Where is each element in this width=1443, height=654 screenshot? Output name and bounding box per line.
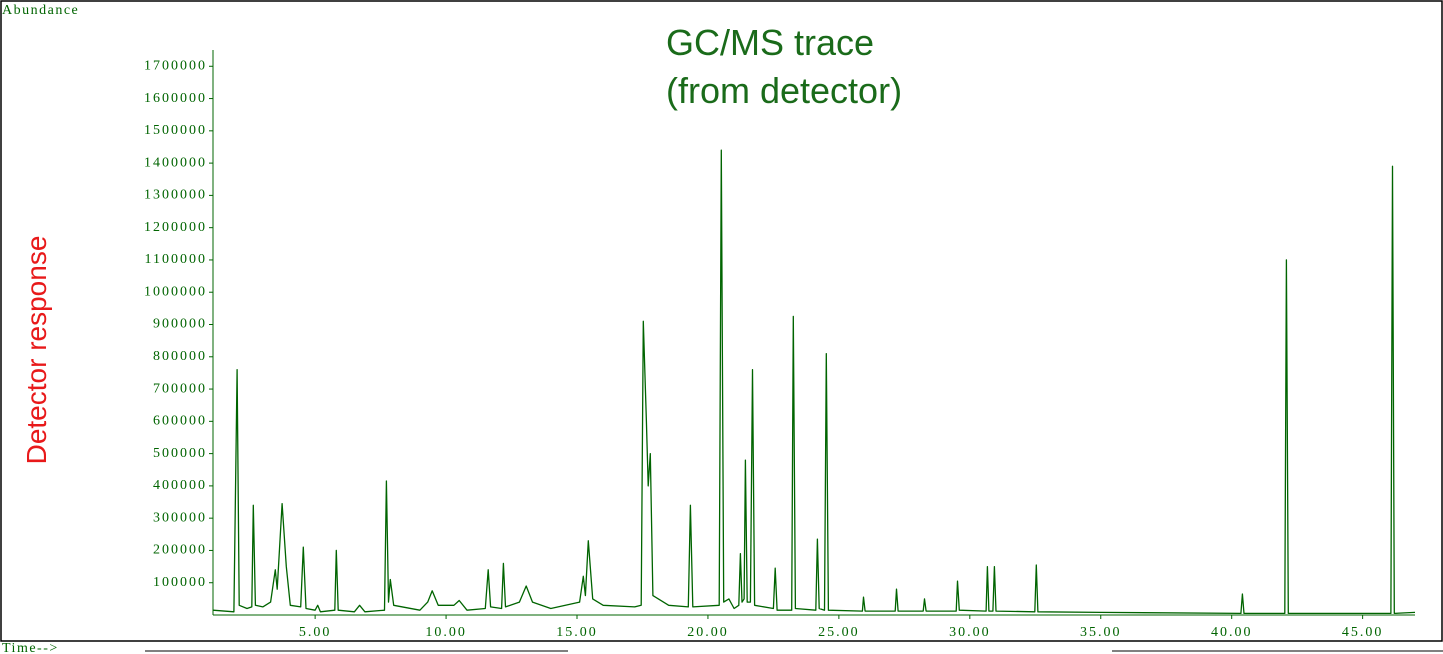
- x-tick-label: 5.00: [299, 625, 332, 640]
- y-tick-label: 1700000: [144, 58, 207, 73]
- x-tick-label: 30.00: [949, 625, 991, 640]
- y-tick-label: 1000000: [144, 284, 207, 299]
- y-tick-label: 200000: [153, 543, 207, 558]
- y-tick-label: 1600000: [144, 91, 207, 106]
- y-tick-label: 300000: [153, 510, 207, 525]
- y-axis-title: Detector response: [21, 236, 52, 465]
- y-tick-label: 1500000: [144, 123, 207, 138]
- y-tick-label: 1300000: [144, 188, 207, 203]
- y-tick-label: 1400000: [144, 155, 207, 170]
- y-tick-label: 1200000: [144, 220, 207, 235]
- y-tick-label: 900000: [153, 317, 207, 332]
- y-tick-label: 400000: [153, 478, 207, 493]
- y-tick-label: 100000: [153, 575, 207, 590]
- x-tick-label: 40.00: [1211, 625, 1253, 640]
- chart-title: (from detector): [666, 70, 902, 111]
- x-tick-label: 25.00: [818, 625, 860, 640]
- y-tick-label: 600000: [153, 414, 207, 429]
- y-tick-label: 700000: [153, 381, 207, 396]
- x-tick-label: 20.00: [687, 625, 729, 640]
- y-tick-label: 800000: [153, 349, 207, 364]
- chart-title: GC/MS trace: [666, 22, 874, 63]
- x-tick-label: 45.00: [1342, 625, 1384, 640]
- x-tick-label: 15.00: [556, 625, 598, 640]
- trace-line: [212, 149, 1416, 615]
- x-tick-label: 10.00: [425, 625, 467, 640]
- y-axis-top-label: Abundance: [2, 3, 79, 18]
- y-tick-label: 1100000: [145, 252, 207, 267]
- y-tick-label: 500000: [153, 446, 207, 461]
- x-tick-label: 35.00: [1080, 625, 1122, 640]
- x-axis-label: Time-->: [2, 641, 59, 654]
